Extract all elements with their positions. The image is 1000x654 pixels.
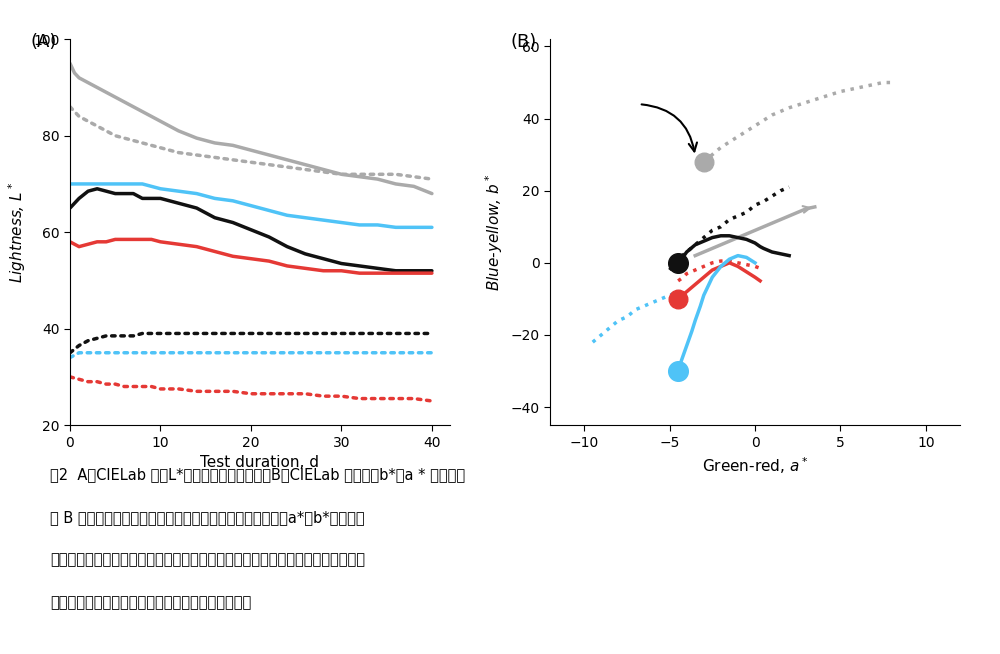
Point	[670, 258, 686, 268]
X-axis label: Test duration, d: Test duration, d	[200, 455, 320, 470]
Text: (A): (A)	[30, 33, 56, 51]
Point	[670, 366, 686, 376]
Y-axis label: Blue-yellow, $b^*$: Blue-yellow, $b^*$	[483, 173, 505, 291]
Text: 红色＝合成靖蓝，蓝色＝群青颜料，灰色＝无色涂层: 红色＝合成靖蓝，蓝色＝群青颜料，灰色＝无色涂层	[50, 595, 251, 610]
X-axis label: Green-red, $a^*$: Green-red, $a^*$	[702, 455, 808, 475]
Text: (B): (B)	[510, 33, 536, 51]
Text: 展的方向。实线代表涂漆样品，虚线代表涂漆样品。样品颜色：黑色＝天然靖蓝，: 展的方向。实线代表涂漆样品，虚线代表涂漆样品。样品颜色：黑色＝天然靖蓝，	[50, 553, 365, 568]
Text: 图2  A为CIELab 亮度L*作为曝光时间的函数，B为CIELab 颜色参数b*作a * 的函数。: 图2 A为CIELab 亮度L*作为曝光时间的函数，B为CIELab 颜色参数b…	[50, 468, 465, 483]
Text: 在 B 中，第一个时间点由较大的标记指示，箔头显示样品中a*和b*随时间发: 在 B 中，第一个时间点由较大的标记指示，箔头显示样品中a*和b*随时间发	[50, 510, 365, 525]
Point	[696, 156, 712, 167]
Y-axis label: Lightness, $L^*$: Lightness, $L^*$	[6, 181, 28, 283]
Point	[670, 294, 686, 304]
